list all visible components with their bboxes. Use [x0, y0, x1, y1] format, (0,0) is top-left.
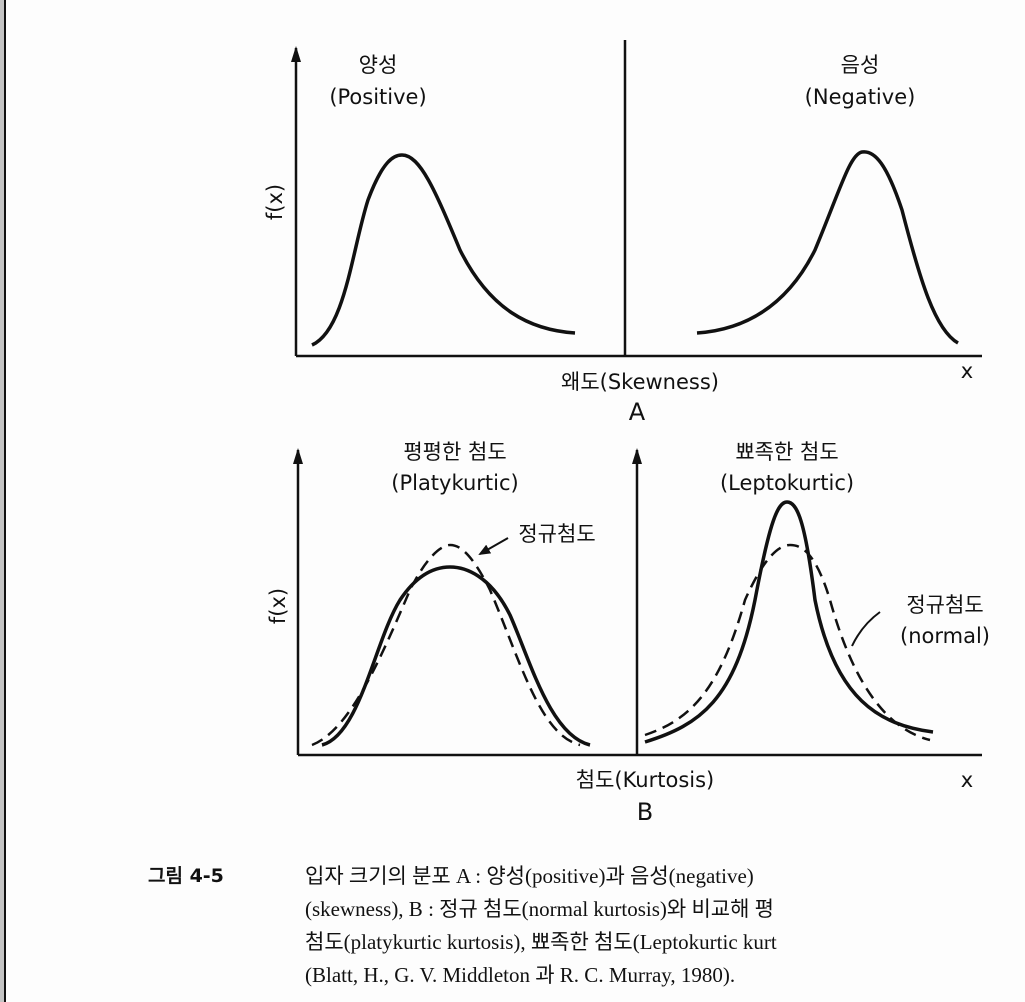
platykurtic-title-en: (Platykurtic): [391, 471, 519, 495]
y-axis-label: f(x): [266, 588, 290, 624]
x-axis-symbol: x: [961, 359, 973, 383]
panel-b-kurtosis: 평평한 첨도 (Platykurtic) 뾰족한 첨도 (Leptokurtic…: [266, 440, 990, 826]
negative-title-ko: 음성: [841, 53, 880, 77]
negative-skew-curve: [696, 150, 959, 345]
right-annotation-leader: [851, 611, 881, 647]
caption-line: 첨도(platykurtic kurtosis), 뾰족한 첨도(Leptoku…: [305, 930, 777, 954]
normal-annotation-left: 정규첨도: [518, 522, 595, 546]
platykurtic-title-ko: 평평한 첨도: [403, 440, 506, 464]
leptokurtic-curve: [644, 500, 934, 744]
panel-letter-b: B: [637, 798, 653, 826]
caption-line: (Blatt, H., G. V. Middleton 과 R. C. Murr…: [305, 963, 736, 987]
panel-a-skewness: 양성 (Positive) 음성 (Negative) f(x) 왜도(Skew…: [263, 40, 982, 426]
x-axis-symbol: x: [961, 768, 973, 792]
left-annotation-leader: [478, 537, 509, 555]
y-axis-arrow-icon: [293, 448, 303, 464]
page-edge: [0, 0, 6, 1002]
y-axis-arrow-icon: [291, 46, 301, 62]
normal-annotation-right-en: (normal): [900, 624, 990, 648]
y-axis-arrow-icon: [632, 448, 642, 464]
positive-title-ko: 양성: [359, 53, 398, 77]
figure-number: 그림 4-5: [148, 865, 224, 887]
positive-title-en: (Positive): [329, 85, 426, 109]
positive-skew-curve: [311, 153, 576, 347]
negative-title-en: (Negative): [805, 85, 916, 109]
leptokurtic-title-ko: 뾰족한 첨도: [735, 440, 838, 464]
normal-annotation-right-ko: 정규첨도: [906, 593, 983, 617]
x-axis-label: 왜도(Skewness): [561, 370, 719, 394]
normal-curve-left-dashed: [311, 543, 581, 747]
platykurtic-curve: [321, 565, 591, 747]
x-axis-label: 첨도(Kurtosis): [576, 768, 715, 792]
caption-line: (skewness), B : 정규 첨도(normal kurtosis)와 …: [305, 897, 775, 921]
y-axis-label: f(x): [263, 184, 287, 220]
normal-curve-right-dashed: [644, 543, 931, 742]
panel-letter-a: A: [629, 398, 646, 426]
caption-line: 입자 크기의 분포 A : 양성(positive)과 음성(negative): [305, 864, 754, 888]
leptokurtic-title-en: (Leptokurtic): [720, 471, 854, 495]
